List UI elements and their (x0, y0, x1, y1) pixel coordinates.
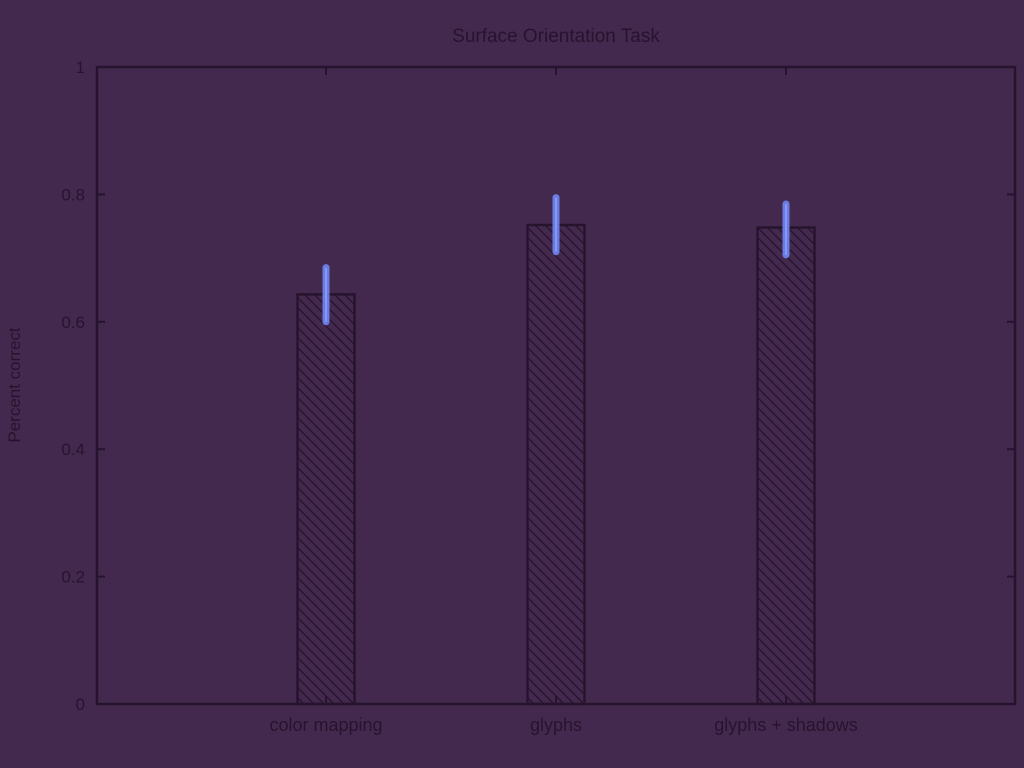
y-axis-ticks: 0 0.2 0.4 0.6 0.8 1 (61, 58, 1015, 714)
bars-group (296, 223, 816, 706)
y-tick-label: 0.8 (61, 185, 85, 204)
category-label: color mapping (269, 715, 382, 735)
y-tick-label: 0.2 (61, 568, 85, 587)
category-labels: color mapping glyphs glyphs + shadows (269, 715, 857, 735)
bar (296, 293, 356, 706)
y-tick-label: 0.4 (61, 440, 85, 459)
error-bars-group (319, 190, 793, 329)
category-label: glyphs + shadows (714, 715, 858, 735)
y-tick-label: 0 (76, 695, 85, 714)
y-axis-label: Percent correct (5, 327, 24, 443)
category-label: glyphs (530, 715, 582, 735)
y-tick-label: 0.6 (61, 313, 85, 332)
bar (526, 223, 586, 706)
y-tick-label: 1 (76, 58, 85, 77)
chart-title: Surface Orientation Task (452, 26, 660, 47)
bar (756, 226, 816, 706)
